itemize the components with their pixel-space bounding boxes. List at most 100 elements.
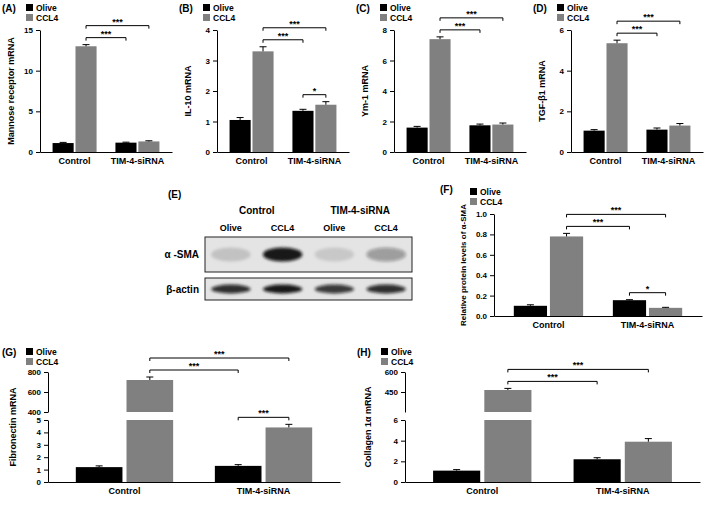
tick-label: 3 <box>206 57 211 66</box>
tick-mark <box>44 412 48 413</box>
y-axis: 0 2 4 6 <box>560 26 572 157</box>
legend-swatch <box>203 4 210 11</box>
tick-label: 6 <box>394 416 399 425</box>
x-tick: TIM-4-siRNA <box>596 482 650 496</box>
lane-label: Olive <box>323 223 345 233</box>
tick-label: 6 <box>560 26 565 35</box>
axis-line <box>395 152 527 153</box>
plot-area <box>407 37 514 152</box>
legend-label: CCL4 <box>390 13 412 23</box>
bar <box>514 306 547 316</box>
error-bar <box>260 47 267 52</box>
lane-label: Olive <box>220 223 242 233</box>
tick-label: 2 <box>560 107 565 116</box>
bar <box>646 130 667 152</box>
bar <box>429 39 450 152</box>
y-tick: 0.4 <box>476 271 494 280</box>
significance: * <box>629 284 665 296</box>
y-axis: 012345 <box>37 416 49 487</box>
tick-mark <box>390 122 394 123</box>
bar <box>76 467 123 482</box>
lane-label: CCL4 <box>374 223 398 233</box>
x-tick: TIM-4-siRNA <box>642 152 696 166</box>
significance: *** <box>263 19 326 31</box>
tick-mark <box>401 441 405 442</box>
significance-label: *** <box>289 19 300 29</box>
tick-label: 0.6 <box>476 251 488 260</box>
tick-mark <box>401 392 405 393</box>
significance: *** <box>150 349 289 361</box>
tick-mark <box>401 482 405 483</box>
y-tick: 0 <box>206 148 217 157</box>
bar <box>584 131 605 152</box>
bands <box>211 248 406 262</box>
x-axis: ControlTIM-4-siRNA <box>218 152 350 166</box>
bar <box>127 380 174 412</box>
y-axis: 400600800 <box>28 368 49 417</box>
row-label: α -SMA <box>165 249 199 260</box>
plot-area <box>230 47 337 152</box>
tick-mark <box>44 482 48 483</box>
bar <box>492 125 513 152</box>
tick-label: Control <box>590 156 622 166</box>
y-tick: 1.0 <box>476 210 494 219</box>
tick-mark <box>36 111 40 112</box>
significance-label: *** <box>101 29 112 39</box>
error-bar <box>453 470 460 471</box>
plot-area <box>433 420 672 482</box>
tick-label: 8 <box>383 26 388 35</box>
legend-swatch <box>470 188 477 195</box>
x-tick: Control <box>413 152 445 166</box>
y-tick: 0.6 <box>476 251 494 260</box>
y-tick: 0 <box>560 148 571 157</box>
error-bar <box>414 126 421 127</box>
legend-swatch <box>557 4 564 11</box>
band <box>263 248 302 262</box>
axis-line <box>405 373 406 413</box>
tick-mark <box>490 275 494 276</box>
x-axis: ControlTIM-4-siRNA <box>406 482 701 496</box>
legend-label: Olive <box>480 187 501 197</box>
y-tick: 0.0 <box>476 312 494 321</box>
bar <box>230 120 251 152</box>
legend-label: Olive <box>36 347 57 357</box>
panel-label: (A) <box>2 3 16 14</box>
axis-line <box>49 482 341 483</box>
tick-label: 4 <box>383 87 388 96</box>
error-bar <box>504 388 511 390</box>
tick-label: Control <box>59 156 91 166</box>
tick-label: 4 <box>560 67 565 76</box>
panel-label: (E) <box>168 189 181 200</box>
error-bar <box>614 40 621 43</box>
bar <box>625 442 672 482</box>
tick-label: 0.4 <box>476 271 488 280</box>
y-tick: 3 <box>37 441 48 450</box>
error-bar <box>96 466 103 467</box>
y-tick: 5 <box>37 416 48 425</box>
y-axis: 0246 <box>394 416 406 487</box>
y-axis-title: Fibronectin mRNA <box>8 387 18 467</box>
tick-mark <box>44 457 48 458</box>
y-axis: 051015 <box>24 26 40 157</box>
y-tick: 4 <box>37 428 48 437</box>
bands <box>211 285 406 294</box>
bar <box>550 236 583 316</box>
y-tick: 0 <box>383 148 394 157</box>
error-bar <box>645 439 652 442</box>
tick-label: 4 <box>206 26 211 35</box>
panel: (E)ControlTIM-4-siRNAOliveCCL4OliveCCL4α… <box>165 189 412 300</box>
x-axis: ControlTIM-4-siRNA <box>495 316 703 330</box>
blot-background <box>205 237 412 272</box>
y-tick: 10 <box>24 67 40 76</box>
axis-line <box>218 152 350 153</box>
significance-label: *** <box>632 24 643 34</box>
significance: *** <box>440 9 503 21</box>
row-label: β-actin <box>166 284 199 295</box>
bar <box>215 466 262 482</box>
tick-label: 0 <box>383 148 388 157</box>
tick-mark <box>567 152 571 153</box>
plot-area <box>484 388 531 412</box>
significance: *** <box>86 29 126 41</box>
tick-label: Control <box>108 486 140 496</box>
tick-label: 400 <box>28 408 42 417</box>
